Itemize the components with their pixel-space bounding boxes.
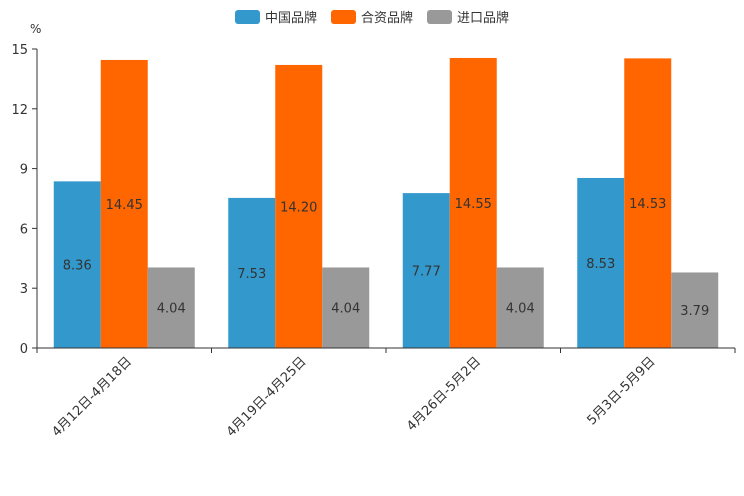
bar	[100, 59, 148, 349]
legend-item-joint-venture-brand[interactable]: 合资品牌	[330, 7, 413, 26]
x-tick-label: 4月26日-5月2日	[404, 354, 484, 434]
legend-item-import-brand[interactable]: 进口品牌	[427, 7, 509, 26]
legend-label-joint-venture-brand: 合资品牌	[360, 11, 413, 26]
x-tick-label: 5月3日-5月9日	[584, 354, 658, 428]
bar	[577, 177, 625, 348]
legend-label-china-brand: 中国品牌	[264, 11, 317, 26]
bar	[624, 58, 672, 349]
bar	[275, 64, 323, 349]
legend-swatch-import-brand	[427, 9, 452, 24]
y-tick-label: 0	[20, 342, 28, 357]
y-tick-label: 12	[11, 103, 28, 118]
bar	[228, 197, 276, 348]
bar-data-label: 8.36	[63, 259, 92, 274]
x-tick-label: 4月12日-4月18日	[49, 354, 135, 440]
bar-data-label: 14.20	[280, 200, 317, 215]
bar-data-label: 14.45	[106, 198, 143, 213]
legend-item-china-brand[interactable]: 中国品牌	[234, 7, 317, 26]
bar-data-label: 14.53	[629, 197, 666, 212]
bar	[496, 267, 544, 348]
y-tick-label: 15	[11, 43, 28, 58]
y-axis-unit-label: %	[30, 22, 41, 36]
bar	[402, 193, 450, 348]
bar-data-label: 4.04	[506, 302, 535, 317]
bar	[671, 272, 719, 348]
bar	[53, 181, 101, 348]
bar-data-label: 8.53	[586, 257, 615, 272]
x-axis: 4月12日-4月18日 4月19日-4月25日 4月26日-5月2日 5月3日-5月9…	[36, 347, 736, 440]
y-tick-label: 9	[20, 163, 28, 178]
bars: 8.36 7.53 7.77 8.53 14.45 14.20 14.55 14.53 4.04…	[53, 57, 719, 349]
legend-label-import-brand: 进口品牌	[457, 11, 510, 26]
bar-data-label: 3.79	[680, 304, 709, 319]
y-axis: 0 3 6 9 12 15	[11, 43, 38, 357]
bar-data-label: 7.53	[237, 267, 266, 282]
y-tick-label: 3	[20, 282, 28, 297]
bar	[449, 57, 497, 348]
bar-data-label: 7.77	[412, 265, 441, 280]
chart-legend: 中国品牌 合资品牌 进口品牌	[0, 7, 744, 26]
x-tick-label: 4月19日-4月25日	[224, 354, 310, 440]
y-tick-label: 6	[20, 222, 28, 237]
bar	[322, 267, 370, 348]
bar	[147, 267, 195, 348]
bar-data-label: 4.04	[331, 302, 360, 317]
bar-data-label: 14.55	[455, 197, 492, 212]
bar-data-label: 4.04	[157, 302, 186, 317]
legend-swatch-china-brand	[234, 9, 260, 24]
legend-swatch-joint-venture-brand	[330, 9, 356, 24]
